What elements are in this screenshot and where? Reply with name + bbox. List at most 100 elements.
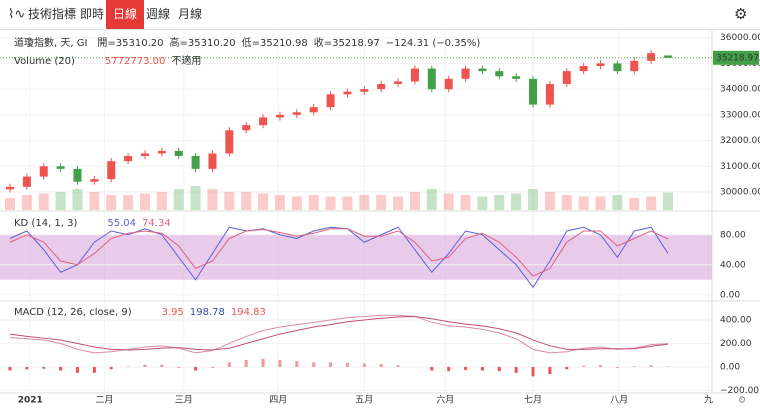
candle-body [225, 130, 234, 154]
macd-histogram-bar [25, 366, 29, 370]
macd-histogram-bar [126, 366, 130, 367]
macd-histogram-bar [261, 358, 265, 367]
candle-body [242, 125, 251, 131]
volume-bar [663, 192, 673, 210]
legend-item: 194.83 [231, 307, 266, 318]
macd-histogram-bar [227, 362, 231, 367]
y-tick-label: 400.00 [720, 315, 752, 325]
volume-bar [646, 196, 657, 210]
macd-histogram-bar [599, 365, 603, 367]
legend-item: 不適用 [171, 54, 201, 67]
macd-histogram-bar [244, 359, 248, 367]
macd-histogram-bar [8, 366, 12, 371]
volume-bar [393, 196, 404, 210]
settings-icon[interactable]: ⚙ [734, 5, 748, 23]
tab[interactable]: 月線 [178, 7, 203, 21]
tab[interactable]: 週線 [146, 7, 171, 21]
y-tick-label: 0.00 [720, 290, 740, 300]
macd-histogram-bar [464, 366, 468, 370]
macd-histogram-bar [396, 365, 400, 367]
volume-bar [544, 192, 555, 210]
candle-body [208, 153, 217, 169]
candle-body [596, 63, 605, 66]
candle-body [90, 179, 99, 182]
last-price-box [713, 50, 759, 65]
macd-histogram-bar [329, 362, 333, 367]
kd-line [9, 228, 669, 277]
tab[interactable]: 即時 [80, 7, 105, 21]
legend-item: 3.95 [162, 307, 184, 318]
legend: KD (14, 1, 3) 55.04 74.34 [14, 218, 171, 229]
candle-body [107, 161, 116, 180]
volume-bar [426, 189, 437, 210]
legend: Volume (20) 5772773.00 不適用 [14, 54, 201, 67]
candle-body [326, 94, 335, 108]
macd-histogram-bar [379, 364, 383, 367]
tab-active[interactable]: 日線 [106, 0, 145, 29]
macd-histogram-bar [632, 366, 636, 367]
candle-body [377, 84, 386, 90]
candle-body [259, 117, 268, 126]
volume-bar [629, 198, 640, 210]
volume-bar [612, 195, 623, 210]
macd-histogram-bar [278, 359, 282, 367]
volume-bar [274, 195, 285, 210]
candle-body [343, 91, 352, 95]
x-tick-label: 六月 [436, 394, 454, 406]
volume-bar [325, 196, 336, 210]
candle-body [56, 166, 65, 169]
x-tick-label: 四月 [269, 395, 287, 406]
macd-histogram-bar [177, 366, 181, 368]
macd-histogram-bar [109, 366, 113, 370]
go-to-date: ⏲ [738, 396, 745, 406]
macd-histogram-bar [42, 366, 46, 369]
volume-bar [258, 193, 269, 210]
candle-body [410, 68, 419, 82]
volume-bar [89, 192, 100, 210]
legend-item: KD (14, 1, 3) [14, 218, 78, 229]
candle-body [39, 166, 48, 177]
macd-histogram-bar [514, 366, 518, 373]
candle-body [6, 186, 14, 190]
legend-item: 74.34 [142, 218, 171, 229]
x-tick-label: 2021 [18, 396, 43, 406]
candle-body [22, 176, 31, 187]
y-tick-label: 34000.00 [720, 85, 760, 95]
x-tick-label: 八月 [610, 395, 628, 406]
volume-bar [123, 195, 134, 210]
macd-histogram-bar [649, 365, 653, 367]
legend-item: MACD (12, 26, close, 9) [14, 307, 132, 318]
volume-bar [55, 192, 66, 210]
legend: 道瓊指數, 天, GI 開=35310.20 高=35310.20 低=35210.9… [14, 36, 480, 49]
macd-histogram-bar [345, 362, 349, 367]
x-tick-label: 九 [704, 395, 713, 406]
indicator-icon[interactable]: ⌇∿ [8, 7, 26, 22]
x-tick-label: 三月 [175, 395, 193, 406]
volume-bar [443, 193, 454, 210]
macd-histogram-bar [497, 366, 501, 372]
volume-bar [139, 193, 150, 210]
macd-line [9, 314, 669, 354]
macd-histogram-bar [565, 366, 569, 370]
candle-body [495, 71, 504, 77]
macd-histogram-bar [480, 366, 484, 371]
candle-body [174, 150, 183, 156]
candle-body [512, 76, 521, 79]
candle-body [394, 81, 403, 84]
y-tick-label: 80.00 [720, 230, 746, 240]
tab[interactable]: 技術指標 [28, 7, 77, 21]
candle-body [647, 53, 656, 61]
volume-bar [106, 195, 117, 210]
legend: MACD (12, 26, close, 9) 3.95 198.78 194.83 [14, 307, 266, 318]
candle-body [73, 168, 82, 182]
kd-band [0, 234, 712, 280]
volume-bar [308, 195, 319, 210]
volume-bar [5, 198, 15, 210]
legend-item: 5772773.00 [105, 56, 165, 67]
legend-item: 開=35310.20 [97, 37, 163, 49]
candle-body [427, 68, 436, 90]
legend-item: 道瓊指數, 天, GI [14, 36, 87, 49]
candle-body [191, 156, 200, 169]
candle-body [664, 55, 672, 58]
volume-bar [156, 192, 167, 210]
